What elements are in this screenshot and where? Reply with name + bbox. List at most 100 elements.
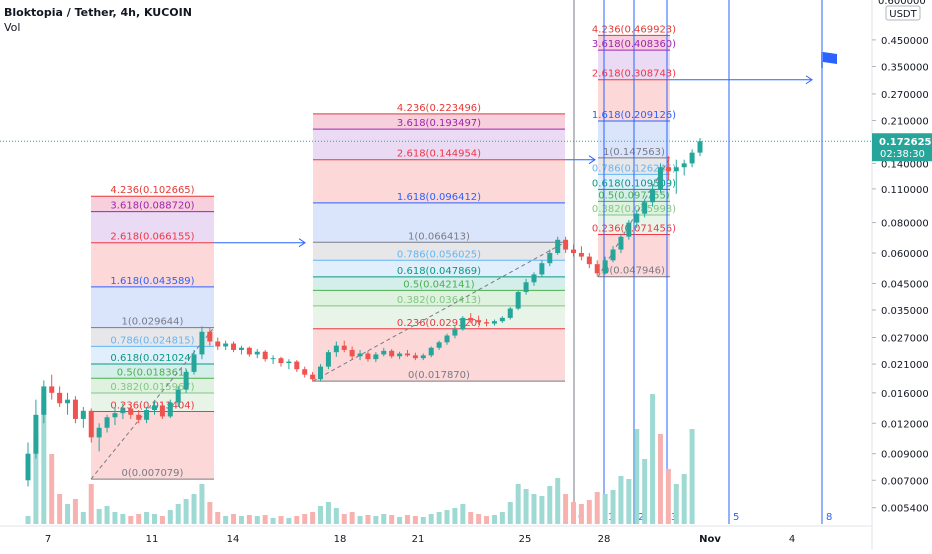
candle[interactable] bbox=[444, 333, 450, 345]
candle[interactable] bbox=[49, 374, 55, 400]
candle[interactable] bbox=[681, 159, 687, 176]
candle[interactable] bbox=[618, 233, 624, 254]
candle[interactable] bbox=[128, 405, 134, 419]
candle[interactable] bbox=[341, 340, 347, 353]
candle[interactable] bbox=[349, 346, 355, 360]
symbol-title[interactable]: Bloktopia / Tether, 4h, KUCOIN bbox=[4, 6, 192, 19]
candle[interactable] bbox=[167, 399, 173, 419]
candle[interactable] bbox=[531, 272, 537, 286]
candle[interactable] bbox=[357, 349, 363, 361]
candle[interactable] bbox=[96, 423, 102, 452]
projection-arrow[interactable] bbox=[214, 238, 306, 248]
candle[interactable] bbox=[650, 184, 656, 207]
candle[interactable] bbox=[539, 260, 545, 277]
candle[interactable] bbox=[602, 256, 608, 275]
candle[interactable] bbox=[689, 149, 695, 168]
candle[interactable] bbox=[80, 406, 86, 428]
candle[interactable] bbox=[183, 369, 189, 393]
candle[interactable] bbox=[665, 156, 671, 180]
candle[interactable] bbox=[547, 249, 553, 267]
candle[interactable] bbox=[452, 326, 458, 339]
volume-legend[interactable]: Vol bbox=[4, 21, 21, 34]
candle[interactable] bbox=[499, 316, 505, 323]
candle[interactable] bbox=[515, 290, 521, 311]
candle[interactable] bbox=[246, 346, 252, 357]
candle[interactable] bbox=[199, 326, 205, 360]
candle[interactable] bbox=[286, 359, 292, 370]
candle[interactable] bbox=[278, 356, 284, 367]
time-axis[interactable]: 7 11 14 18 21 25 28 Nov 4 bbox=[0, 525, 872, 545]
candle[interactable] bbox=[507, 307, 513, 320]
candle[interactable] bbox=[120, 403, 126, 419]
candle[interactable] bbox=[420, 353, 426, 361]
candle[interactable] bbox=[294, 360, 300, 372]
fib-set-1[interactable]: 4.236(0.102665) 3.618(0.088720) 2.618(0.06… bbox=[91, 185, 214, 480]
price-axis[interactable]: 0.600000 USDT 0.450000 0.350000 0.270000 0.21… bbox=[871, 0, 932, 550]
candle[interactable] bbox=[523, 278, 529, 295]
candle[interactable] bbox=[412, 352, 418, 361]
candle[interactable] bbox=[586, 253, 592, 269]
candle[interactable] bbox=[333, 341, 339, 357]
candle[interactable] bbox=[373, 352, 379, 363]
candle[interactable] bbox=[231, 341, 237, 353]
candle[interactable] bbox=[697, 137, 703, 157]
candle[interactable] bbox=[476, 315, 482, 325]
candle[interactable] bbox=[151, 401, 157, 415]
candle[interactable] bbox=[159, 402, 165, 419]
candle[interactable] bbox=[460, 316, 466, 331]
candle[interactable] bbox=[610, 246, 616, 263]
candle[interactable] bbox=[594, 260, 600, 277]
candle[interactable] bbox=[65, 392, 71, 415]
candle[interactable] bbox=[223, 340, 229, 350]
candle[interactable] bbox=[468, 313, 474, 323]
candle[interactable] bbox=[404, 349, 410, 357]
candle[interactable] bbox=[302, 366, 308, 378]
candle[interactable] bbox=[270, 355, 276, 365]
candle[interactable] bbox=[262, 349, 268, 362]
candle[interactable] bbox=[563, 236, 569, 254]
candle[interactable] bbox=[254, 349, 260, 359]
flag-icon[interactable] bbox=[821, 52, 837, 68]
currency-badge[interactable]: USDT bbox=[885, 5, 921, 21]
candle[interactable] bbox=[491, 319, 497, 326]
candle[interactable] bbox=[41, 380, 47, 424]
candle[interactable] bbox=[104, 414, 110, 433]
candle[interactable] bbox=[88, 408, 94, 443]
candle[interactable] bbox=[555, 236, 561, 255]
trend-line[interactable] bbox=[90, 327, 215, 480]
candle[interactable] bbox=[33, 399, 39, 459]
candle[interactable] bbox=[578, 246, 584, 261]
fib-set-2[interactable]: 4.236(0.223496) 3.618(0.193497) 2.618(0.14… bbox=[313, 103, 565, 382]
candle[interactable] bbox=[175, 386, 181, 407]
candle[interactable] bbox=[136, 410, 142, 424]
candle[interactable] bbox=[673, 159, 679, 194]
projection-arrow[interactable] bbox=[565, 155, 596, 165]
candle[interactable] bbox=[310, 371, 316, 382]
candle[interactable] bbox=[642, 198, 648, 218]
candle[interactable] bbox=[238, 345, 244, 355]
candle[interactable] bbox=[72, 396, 78, 424]
trend-line[interactable] bbox=[312, 241, 566, 382]
candle[interactable] bbox=[428, 346, 434, 358]
candle[interactable] bbox=[389, 349, 395, 359]
candle[interactable] bbox=[381, 347, 387, 357]
candle[interactable] bbox=[57, 386, 63, 407]
candle[interactable] bbox=[25, 442, 31, 487]
candle[interactable] bbox=[571, 244, 577, 257]
candle[interactable] bbox=[112, 406, 118, 426]
candle[interactable] bbox=[626, 219, 632, 240]
candle[interactable] bbox=[365, 350, 371, 362]
candle[interactable] bbox=[207, 328, 213, 346]
candle[interactable] bbox=[215, 337, 221, 350]
candle[interactable] bbox=[436, 340, 442, 350]
candle[interactable] bbox=[634, 210, 640, 229]
candle[interactable] bbox=[325, 349, 331, 370]
candle[interactable] bbox=[657, 163, 663, 193]
candle[interactable] bbox=[484, 318, 490, 327]
projection-arrow[interactable] bbox=[670, 75, 813, 85]
candle[interactable] bbox=[191, 349, 197, 375]
candle[interactable] bbox=[397, 351, 403, 360]
candle[interactable] bbox=[318, 364, 324, 381]
